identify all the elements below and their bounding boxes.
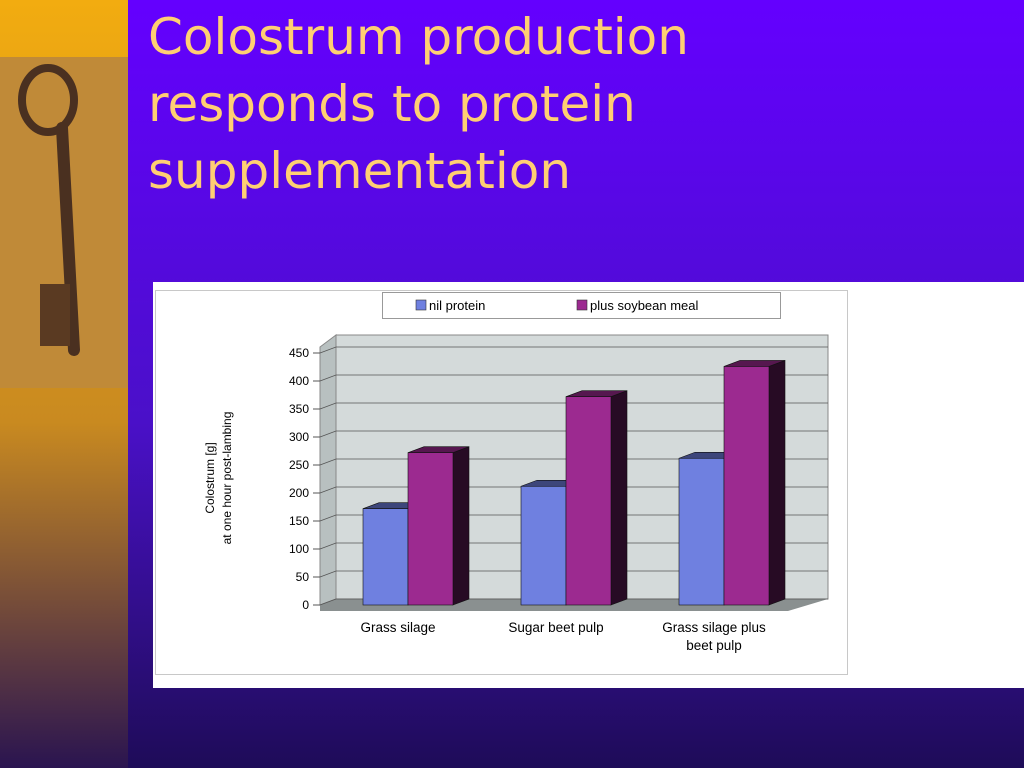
grid-line xyxy=(319,570,828,578)
grid-line xyxy=(319,346,828,354)
y-tick-label: 150 xyxy=(289,514,309,528)
grid-line xyxy=(319,430,828,438)
y-tick-label: 450 xyxy=(289,346,309,360)
x-tick-label: Grass silage xyxy=(360,620,435,635)
bar xyxy=(565,390,628,606)
x-tick-label: Grass silage plus beet pulp xyxy=(662,620,766,653)
legend-swatch xyxy=(415,299,427,311)
grid-line xyxy=(319,598,828,606)
y-tick-label: 50 xyxy=(296,570,310,584)
legend-swatch xyxy=(576,299,588,311)
y-tick-label: 350 xyxy=(289,402,309,416)
bar-side xyxy=(452,446,470,606)
bar-front xyxy=(565,396,612,606)
grid-line xyxy=(319,542,828,550)
grid-line xyxy=(319,374,828,382)
grid-line xyxy=(319,402,828,410)
grid-line xyxy=(319,486,828,494)
bar-side xyxy=(768,360,786,606)
legend-label: nil protein xyxy=(429,298,485,313)
y-tick-label: 300 xyxy=(289,430,309,444)
y-tick-label: 0 xyxy=(302,598,309,612)
y-axis-title-line: at one hour post-lambing xyxy=(220,412,234,545)
x-tick-label-line: Grass silage plus xyxy=(662,620,766,635)
y-axis-title: Colostrum [g] at one hour post-lambing xyxy=(203,412,234,545)
bar-front xyxy=(678,457,725,606)
y-axis-title-line: Colostrum [g] xyxy=(203,442,217,513)
bar xyxy=(723,360,786,606)
grid-line xyxy=(319,514,828,522)
bar-front xyxy=(407,452,454,606)
grid-line xyxy=(319,458,828,466)
y-tick-label: 100 xyxy=(289,542,309,556)
chart-frame xyxy=(155,290,848,675)
bar-front xyxy=(723,366,770,606)
bar-front xyxy=(362,508,409,606)
y-tick-label: 250 xyxy=(289,458,309,472)
x-tick-label: Sugar beet pulp xyxy=(508,620,603,635)
bar xyxy=(407,446,470,606)
bar-front xyxy=(520,485,567,606)
slide-title: Colostrum production responds to protein… xyxy=(148,8,689,200)
y-tick-label: 400 xyxy=(289,374,309,388)
x-tick-label-line: beet pulp xyxy=(686,638,742,653)
bar-side xyxy=(610,390,628,606)
key-picture xyxy=(0,57,128,388)
legend-label: plus soybean meal xyxy=(590,298,699,313)
y-tick-label: 200 xyxy=(289,486,309,500)
